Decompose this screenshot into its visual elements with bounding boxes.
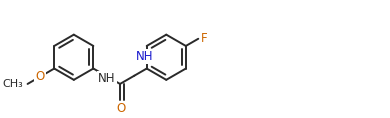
Text: O: O	[117, 102, 126, 115]
Text: NH: NH	[98, 72, 115, 85]
Text: O: O	[35, 70, 44, 83]
Text: CH₃: CH₃	[3, 79, 23, 89]
Text: F: F	[201, 32, 208, 45]
Text: NH: NH	[136, 50, 153, 63]
